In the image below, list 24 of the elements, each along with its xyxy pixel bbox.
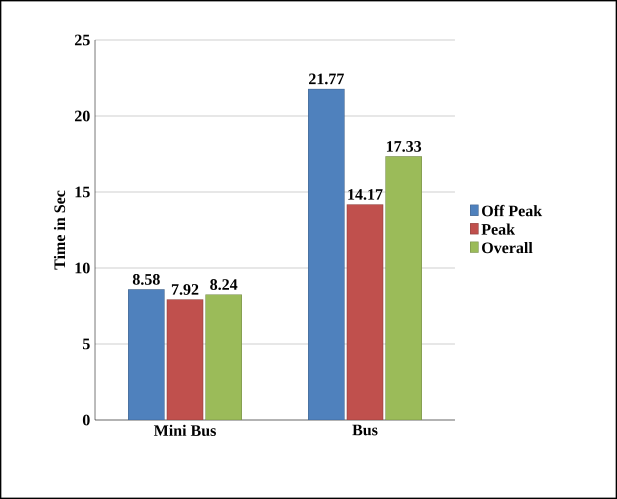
legend-label: Overall: [482, 242, 533, 254]
bar: [308, 88, 345, 420]
bar: [346, 204, 384, 420]
bar: [128, 289, 165, 420]
data-label: 8.24: [210, 279, 238, 290]
legend-label: Peak: [482, 224, 516, 235]
x-tick-label: Mini Bus: [154, 424, 216, 436]
y-tick-label: 0: [82, 414, 90, 426]
data-label: 17.33: [386, 141, 422, 152]
data-label: 14.17: [348, 189, 383, 200]
data-label: 21.77: [309, 74, 344, 84]
y-tick-label: 20: [74, 110, 90, 122]
y-tick-label: 5: [82, 338, 90, 350]
y-tick-label: 25: [74, 34, 90, 46]
bar: [385, 156, 422, 420]
bar: [166, 299, 204, 420]
y-tick-label: 15: [76, 186, 90, 198]
legend-label: Off Peak: [482, 204, 542, 216]
y-tick-label: 10: [76, 262, 90, 274]
x-tick-label: Bus: [352, 424, 378, 436]
y-axis-title: Time in Sec: [54, 190, 66, 270]
data-label: 7.92: [172, 284, 198, 295]
data-label: 8.58: [132, 274, 160, 285]
bar: [205, 294, 242, 420]
